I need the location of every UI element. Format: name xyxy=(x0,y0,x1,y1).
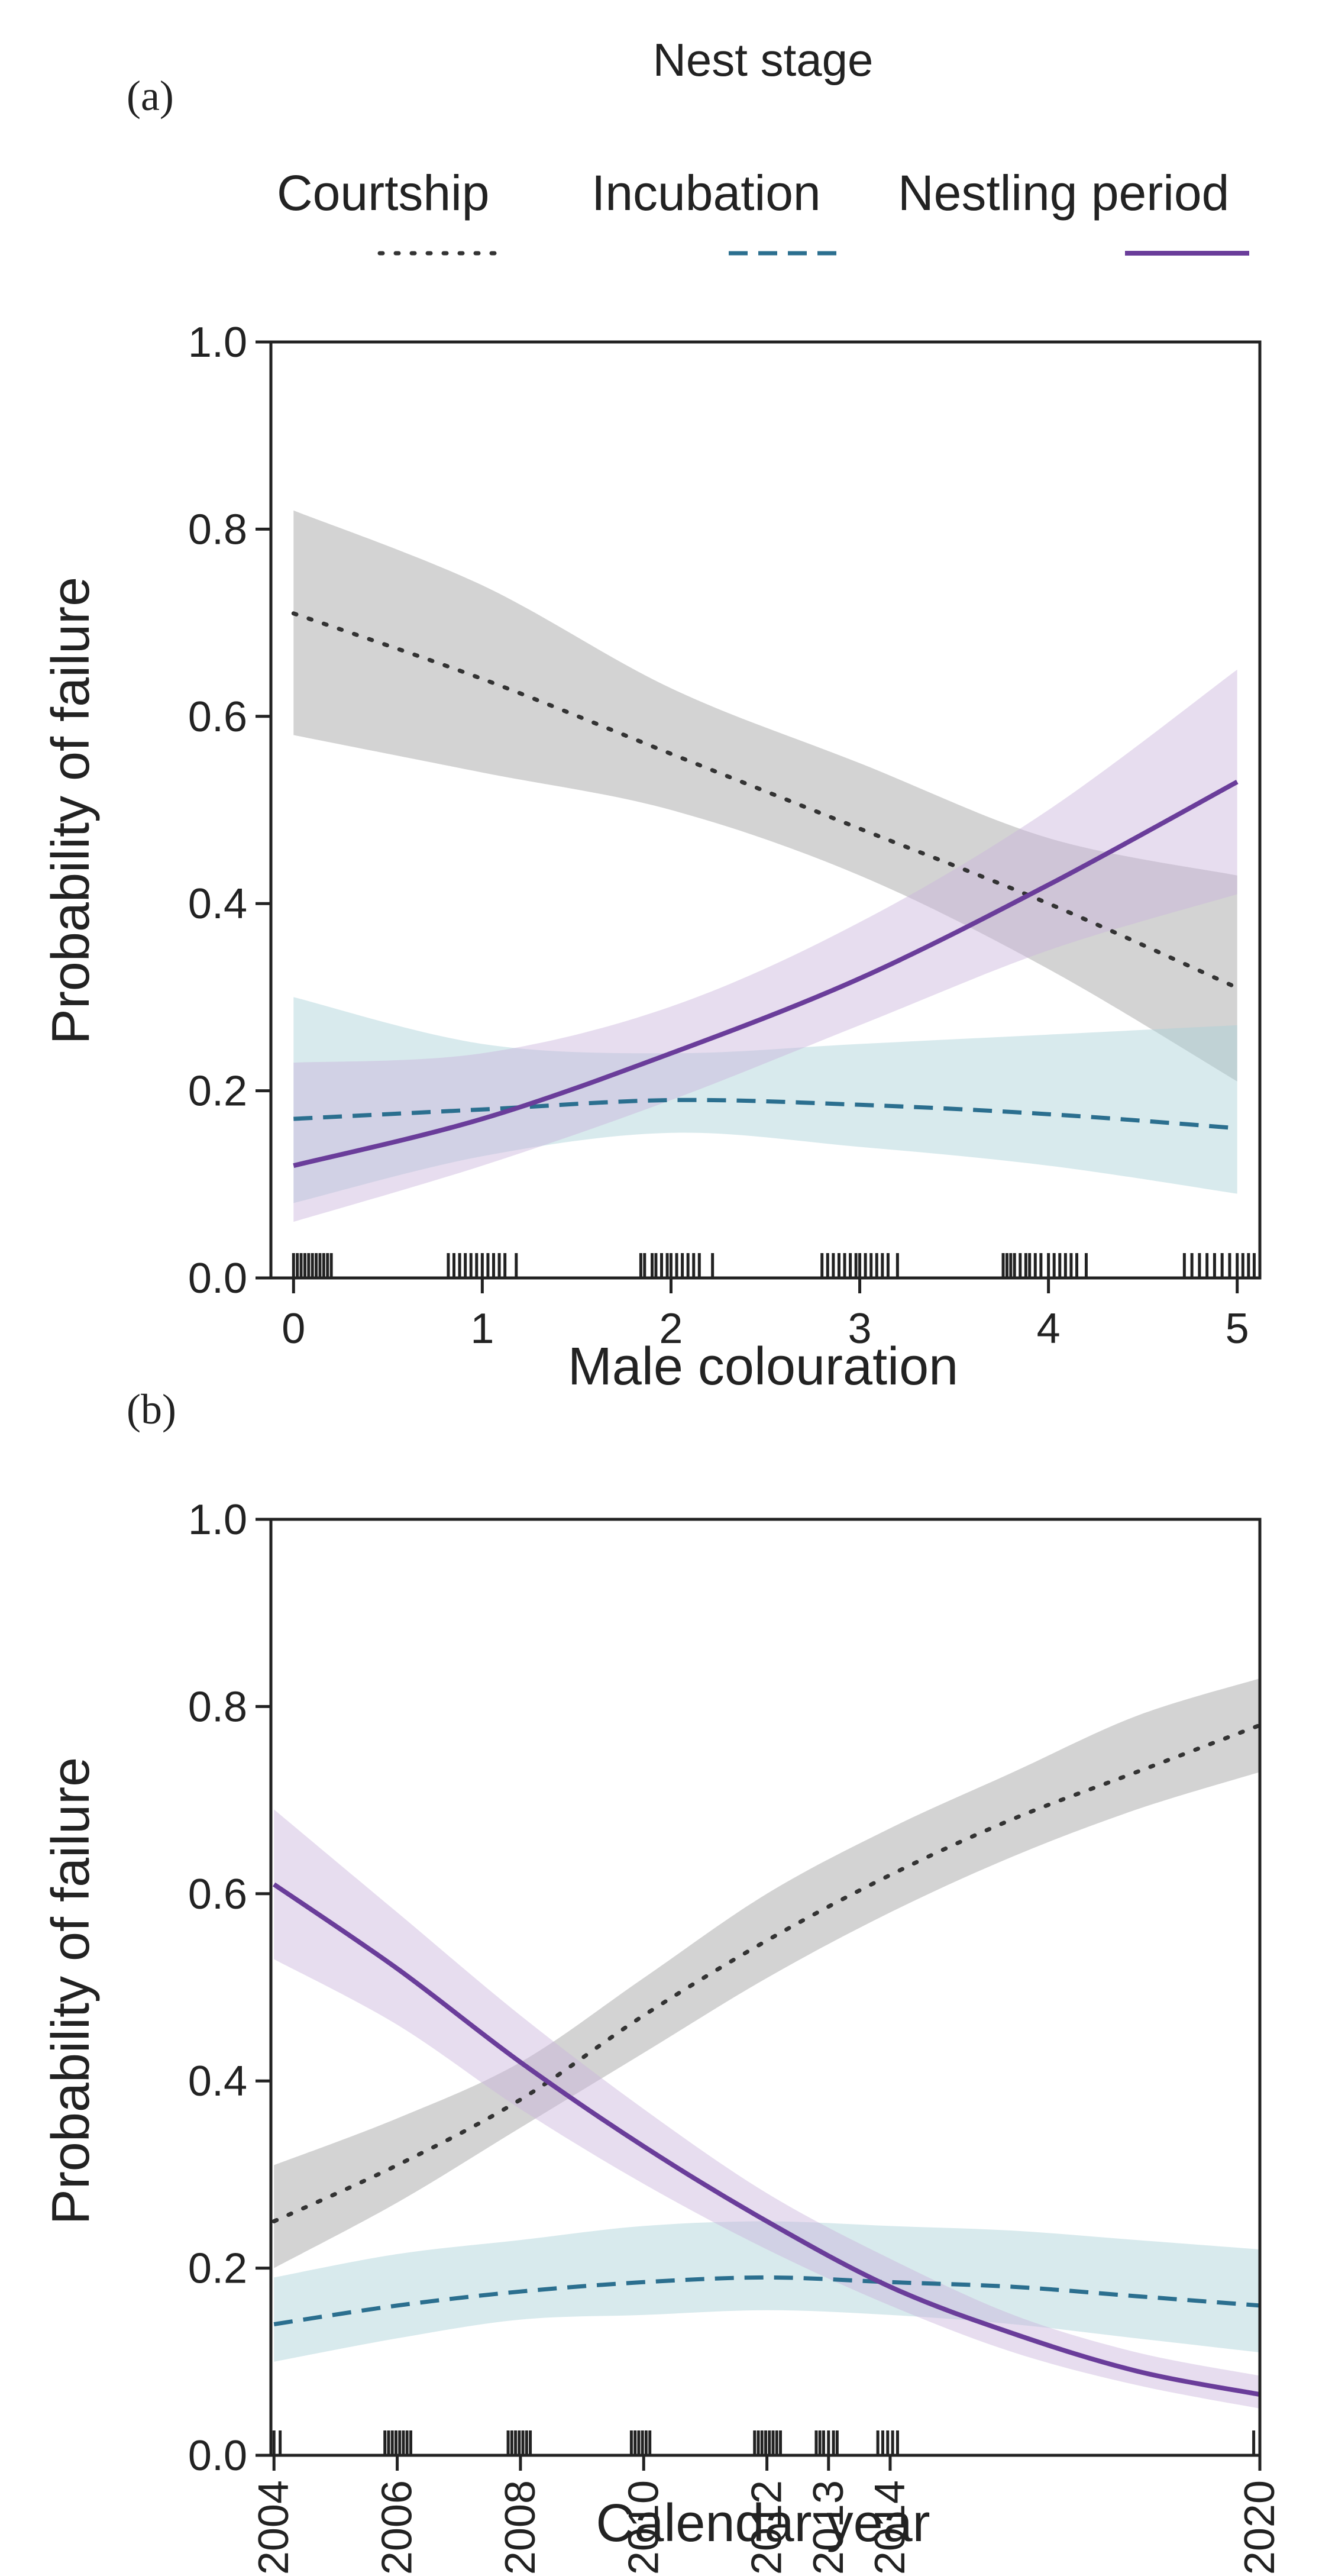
panel-b: 0.00.20.40.60.81.0 2004 2006 2008 2010 2012 2… xyxy=(41,1496,1284,2575)
panel-b-line-nestling xyxy=(272,1882,1260,2397)
panel-b-x-tick-label: 2010 xyxy=(620,2480,667,2575)
panel-b-x-tick-label: 2004 xyxy=(250,2480,298,2575)
panel-a-x-tick-label: 3 xyxy=(848,1305,872,1352)
legend: Nest stage Courtship Incubation Nestling… xyxy=(277,34,1249,256)
legend-label-courtship: Courtship xyxy=(277,165,490,221)
panel-a-x-tick-label: 0 xyxy=(282,1305,305,1352)
panel-b-x-tick-label: 2014 xyxy=(867,2480,914,2575)
panel-b-lines xyxy=(271,1723,1262,2397)
panel-a-frame xyxy=(269,340,1262,1280)
panel-a-x-axis-label: Male colouration xyxy=(568,1337,958,1396)
panel-a-x-tick-label: 2 xyxy=(659,1305,683,1352)
panel-b-y-axis-label: Probability of failure xyxy=(41,1757,101,2225)
legend-label-nestling: Nestling period xyxy=(898,165,1229,221)
panel-a-ci-band-incubation xyxy=(293,997,1237,1203)
panel-a-ci-band-courtship xyxy=(293,510,1237,1082)
panel-b-y-tick-label: 0.2 xyxy=(188,2245,247,2293)
panel-a: 0.0 0.2 0.4 0.6 0.8 1.0 0 1 2 3 4 5 Probability of… xyxy=(41,319,1262,1396)
panel-b-x-tick-label: 2020 xyxy=(1236,2480,1284,2575)
panel-a-bands xyxy=(293,510,1237,1222)
panel-a-y-tick-label: 1.0 xyxy=(188,319,247,366)
panel-b-line-incubation xyxy=(273,2275,1260,2326)
panel-a-y-tick-label: 0.0 xyxy=(188,1255,247,1302)
panel-b-x-axis-label: Calendar year xyxy=(596,2494,930,2553)
panel-a-line-incubation xyxy=(293,1097,1237,1131)
panel-b-ci-band-courtship xyxy=(274,1678,1260,2268)
panel-a-x-axis: 0 1 2 3 4 5 xyxy=(282,1278,1249,1352)
panel-a-x-tick-label: 4 xyxy=(1037,1305,1061,1352)
panel-b-x-tick-label: 2013 xyxy=(805,2480,852,2575)
panel-a-y-tick-label: 0.6 xyxy=(188,693,247,741)
panel-b-bands xyxy=(274,1678,1260,2409)
panel-b-x-tick-label: 2006 xyxy=(374,2480,421,2575)
panel-a-line-nestling xyxy=(293,779,1239,1168)
panel-b-y-tick-label: 0.0 xyxy=(188,2432,247,2480)
panel-b-y-axis: 0.0 0.2 0.4 0.6 0.8 1.0 xyxy=(188,1496,271,2480)
legend-title: Nest stage xyxy=(653,34,874,86)
panel-a-ci-band-nestling xyxy=(293,669,1237,1222)
panel-b-rug xyxy=(272,2430,1262,2455)
panel-a-x-tick-label: 1 xyxy=(470,1305,494,1352)
panel-b-ci-band-incubation xyxy=(274,2221,1260,2362)
panel-b-x-tick-label: 2008 xyxy=(497,2480,544,2575)
panel-b-label: (b) xyxy=(127,1386,176,1433)
panel-a-y-tick-label: 0.2 xyxy=(188,1068,247,1115)
panel-a-y-tick-label: 0.4 xyxy=(188,880,247,928)
panel-b-y-tick-label: 0.4 xyxy=(188,2058,247,2105)
panel-b-line-courtship xyxy=(271,1723,1262,2223)
panel-a-x-tick-label: 5 xyxy=(1226,1305,1249,1352)
panel-a-lines xyxy=(291,611,1240,1168)
panel-b-y-tick-label: 0.6 xyxy=(188,1871,247,1918)
panel-b-frame xyxy=(269,1518,1262,2457)
panel-a-rug xyxy=(292,1253,1256,1278)
legend-label-incubation: Incubation xyxy=(591,165,821,221)
panel-a-y-axis-label: Probability of failure xyxy=(41,577,101,1044)
panel-a-y-axis: 0.0 0.2 0.4 0.6 0.8 1.0 xyxy=(188,319,271,1302)
panel-b-y-tick-label: 1.0 xyxy=(188,1496,247,1544)
panel-b-x-axis: 2004 2006 2008 2010 2012 2013 2014 2020 xyxy=(250,2455,1284,2575)
panel-a-y-tick-label: 0.8 xyxy=(188,506,247,553)
panel-b-x-tick-label: 2012 xyxy=(743,2480,791,2575)
panel-b-y-tick-label: 0.8 xyxy=(188,1683,247,1731)
panel-a-label: (a) xyxy=(127,72,174,120)
